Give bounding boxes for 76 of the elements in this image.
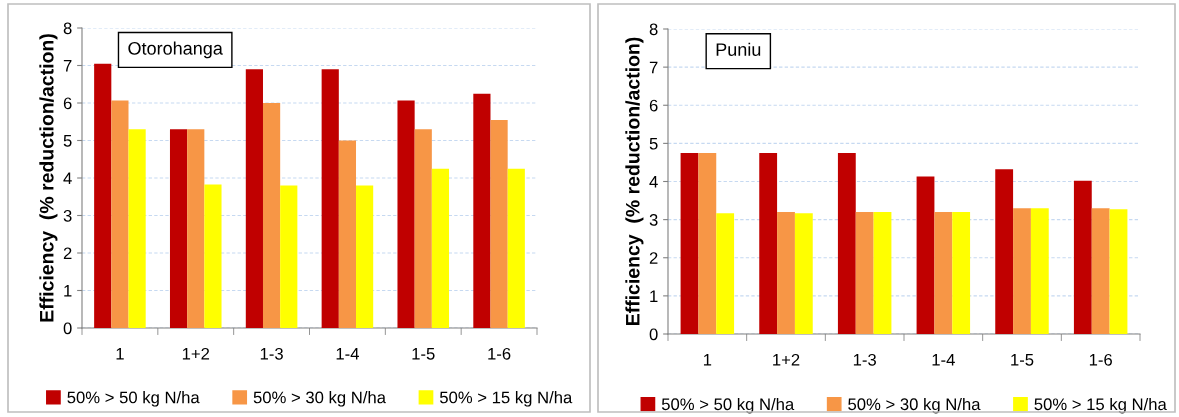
bar xyxy=(1030,208,1049,334)
y-tick-label: 3 xyxy=(63,209,72,222)
x-tick-label: 1-3 xyxy=(260,347,283,360)
y-tick-label: 1 xyxy=(650,290,658,302)
y-tick-label: 2 xyxy=(63,247,72,260)
y-tick-label: 5 xyxy=(649,137,658,150)
y-tick-label: 6 xyxy=(649,99,658,112)
y-tick-label: 5 xyxy=(63,135,72,147)
bar xyxy=(759,152,778,334)
bar xyxy=(837,152,856,334)
y-tick-label: 7 xyxy=(649,61,658,74)
y-tick-label: 7 xyxy=(63,60,72,72)
bar xyxy=(245,69,263,328)
x-tick-label: 1-5 xyxy=(412,348,435,360)
legend-label: 50% > 30 kg N/ha xyxy=(253,391,386,407)
bar xyxy=(169,129,188,328)
x-tick-label: 1+2 xyxy=(182,347,210,360)
y-tick-label: 6 xyxy=(63,97,72,110)
bar xyxy=(338,140,357,328)
bar xyxy=(94,63,112,328)
bar xyxy=(128,129,146,328)
bar xyxy=(794,213,813,334)
bar xyxy=(507,168,525,328)
x-tick-label: 1-3 xyxy=(853,353,876,366)
y-tick-label: 0 xyxy=(63,322,72,335)
bar xyxy=(204,184,222,328)
bar xyxy=(490,119,508,328)
bar xyxy=(1013,208,1031,334)
bar xyxy=(873,212,892,334)
bar xyxy=(1073,180,1092,334)
bar xyxy=(716,213,735,334)
x-tick-label: 1-4 xyxy=(336,348,359,360)
y-tick-label: 3 xyxy=(649,214,658,226)
x-tick-label: 1-6 xyxy=(1089,353,1112,366)
bar xyxy=(916,176,935,334)
legend-label: 50% > 50 kg N/ha xyxy=(67,391,200,407)
bar xyxy=(321,69,339,328)
text: Otorohanga xyxy=(128,41,223,59)
x-tick-label: 1-5 xyxy=(1011,354,1034,366)
bar xyxy=(995,169,1014,334)
legend-label: 50% > 15 kg N/ha xyxy=(1034,397,1167,414)
bar xyxy=(431,168,450,328)
bar xyxy=(934,212,953,334)
bar xyxy=(855,212,874,334)
y-axis-title: Efficiency (% reduction/action) xyxy=(625,37,644,325)
bar xyxy=(1091,208,1110,334)
x-tick-label: 1+2 xyxy=(773,353,800,366)
legend-label: 50% > 15 kg N/ha xyxy=(439,391,573,407)
bar xyxy=(356,185,374,328)
y-tick-label: 8 xyxy=(649,23,658,36)
legend-label: 50% > 30 kg N/ha xyxy=(848,397,981,414)
y-tick-label: 1 xyxy=(64,285,72,297)
x-tick-label: 1-6 xyxy=(488,347,511,360)
bar xyxy=(680,152,699,334)
y-tick-label: 4 xyxy=(63,172,72,185)
y-tick-label: 8 xyxy=(63,22,72,35)
legend-label: 50% > 50 kg N/ha xyxy=(661,397,795,414)
y-tick-label: 2 xyxy=(649,252,658,264)
y-tick-label: 0 xyxy=(649,328,658,341)
x-tick-label: 1-4 xyxy=(932,354,955,366)
bar xyxy=(414,129,432,328)
x-tick-label: 1 xyxy=(116,348,124,360)
bar xyxy=(262,103,281,328)
bar xyxy=(280,185,298,328)
bar xyxy=(111,100,129,328)
x-tick-label: 1 xyxy=(703,354,712,366)
bar xyxy=(397,100,415,328)
text: Puniu xyxy=(716,42,761,56)
bar xyxy=(952,212,971,334)
y-tick-label: 4 xyxy=(649,176,658,188)
bar xyxy=(777,212,795,334)
bar xyxy=(698,152,717,334)
y-axis-title: Efficiency (% reduction/action) xyxy=(39,34,58,322)
bar xyxy=(187,129,205,328)
bar xyxy=(1109,209,1128,334)
bar xyxy=(473,93,491,328)
